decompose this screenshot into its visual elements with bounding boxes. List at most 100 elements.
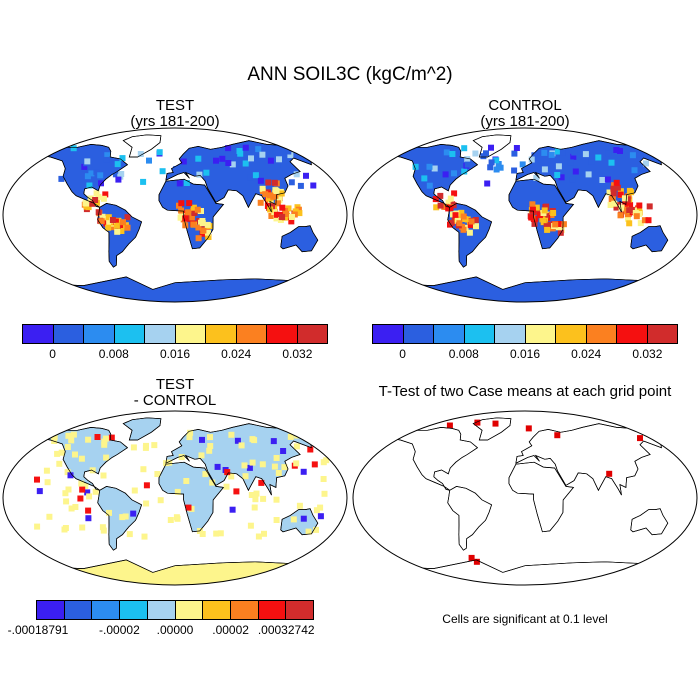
grid-cell: [493, 157, 500, 164]
grid-cell: [550, 210, 557, 216]
grid-cell: [82, 483, 89, 489]
grid-cell: [474, 419, 481, 426]
grid-cell: [130, 510, 137, 517]
grid-cell: [185, 504, 192, 511]
grid-cell: [257, 199, 264, 206]
grid-cell: [100, 195, 107, 202]
significance-note: Cells are significant at 0.1 level: [442, 612, 608, 626]
grid-cell: [62, 490, 69, 497]
grid-cell: [447, 195, 454, 202]
grid-cell: [236, 148, 243, 154]
panel-title-diff: TEST - CONTROL: [25, 377, 325, 409]
grid-cell: [605, 150, 612, 157]
grid-cell: [182, 222, 189, 229]
grid-cell: [190, 204, 197, 211]
grid-cell: [199, 436, 205, 443]
grid-cell: [119, 155, 126, 162]
grid-cell: [282, 207, 289, 214]
colorbar-diff-tick: -.00002: [99, 623, 140, 637]
grid-cell: [229, 161, 236, 168]
grid-cell: [533, 174, 540, 181]
grid-cell: [183, 478, 190, 484]
grid-cell: [321, 490, 328, 497]
colorbar-swatch: [203, 601, 231, 619]
grid-cell: [199, 220, 206, 227]
grid-cell: [604, 176, 611, 183]
grid-cell: [595, 154, 602, 161]
grid-cell: [251, 437, 258, 444]
grid-cell: [233, 488, 240, 495]
grid-cell: [554, 172, 561, 178]
grid-cell: [151, 442, 158, 449]
colorbar-control-tick: 0: [399, 347, 406, 361]
colorbar-diff-tick: -.00018791: [7, 623, 69, 637]
grid-cell: [79, 524, 86, 531]
grid-cell: [247, 174, 254, 181]
grid-cell: [146, 157, 152, 164]
grid-cell: [228, 431, 235, 438]
grid-cell: [554, 148, 561, 155]
grid-cell: [412, 163, 419, 170]
grid-cell: [442, 171, 449, 178]
grid-cell: [114, 161, 121, 168]
panel-title-diff-line1: TEST: [155, 376, 195, 393]
grid-cell: [461, 168, 468, 175]
grid-cell: [126, 531, 133, 538]
colorbar-diff-tick: .00032742: [257, 623, 315, 637]
grid-cell: [36, 488, 43, 495]
grid-cell: [540, 219, 547, 226]
grid-cell: [628, 189, 635, 196]
grid-cell: [94, 434, 101, 440]
grid-cell: [292, 208, 299, 215]
grid-cell: [51, 433, 58, 440]
grid-cell: [124, 214, 131, 221]
grid-cell: [98, 218, 105, 225]
grid-cell: [525, 425, 532, 432]
colorbar-swatch: [267, 325, 298, 343]
coastline-greenland: [472, 134, 512, 158]
grid-cell: [432, 196, 439, 203]
colorbar-swatch: [64, 601, 93, 619]
grid-cell: [599, 177, 606, 183]
grid-cell: [646, 203, 653, 210]
grid-cell: [101, 441, 108, 448]
grid-cell: [548, 151, 555, 158]
grid-cell: [122, 513, 129, 520]
grid-cell: [464, 156, 471, 163]
grid-cell: [140, 466, 147, 473]
grid-cell: [625, 193, 632, 200]
grid-cell: [273, 188, 280, 194]
grid-cell: [246, 464, 253, 471]
grid-cell: [290, 516, 297, 523]
grid-cell: [534, 208, 541, 215]
grid-cell: [259, 185, 266, 192]
grid-cell: [195, 235, 202, 242]
coastline-australia: [630, 225, 669, 253]
grid-cell: [449, 151, 456, 157]
coastline-greenland: [122, 134, 162, 158]
grid-cell: [288, 179, 295, 186]
grid-cell: [511, 150, 518, 157]
grid-cell: [610, 185, 617, 192]
grid-cell: [274, 200, 281, 207]
grid-cell: [270, 438, 277, 445]
grid-cell: [92, 197, 99, 203]
grid-cell: [547, 221, 554, 228]
grid-cell: [443, 149, 450, 156]
grid-cell: [92, 488, 99, 495]
colorbar-swatch: [647, 325, 677, 343]
grid-cell: [280, 448, 287, 454]
grid-cell: [143, 482, 150, 489]
grid-cell: [473, 558, 480, 565]
grid-cell: [467, 222, 474, 229]
grid-cell: [533, 204, 540, 211]
grid-cell: [84, 489, 91, 496]
grid-cell: [223, 483, 230, 490]
grid-cell: [72, 451, 78, 458]
grid-cell: [511, 167, 518, 174]
colorbar-test-tick: 0.024: [221, 347, 252, 361]
grid-cell: [234, 437, 241, 444]
grid-cell: [585, 171, 592, 178]
grid-cell: [627, 202, 634, 209]
grid-cell: [190, 221, 197, 228]
